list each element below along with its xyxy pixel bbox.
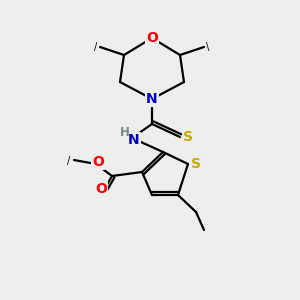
Text: N: N — [146, 92, 158, 106]
Text: /: / — [94, 42, 98, 52]
Text: /: / — [68, 156, 70, 166]
Text: N: N — [128, 133, 140, 147]
Text: O: O — [146, 31, 158, 45]
Text: \: \ — [206, 42, 210, 52]
Text: O: O — [95, 182, 107, 196]
Text: S: S — [183, 130, 193, 144]
Text: S: S — [191, 157, 201, 171]
Text: H: H — [120, 127, 130, 140]
Text: O: O — [92, 155, 104, 169]
